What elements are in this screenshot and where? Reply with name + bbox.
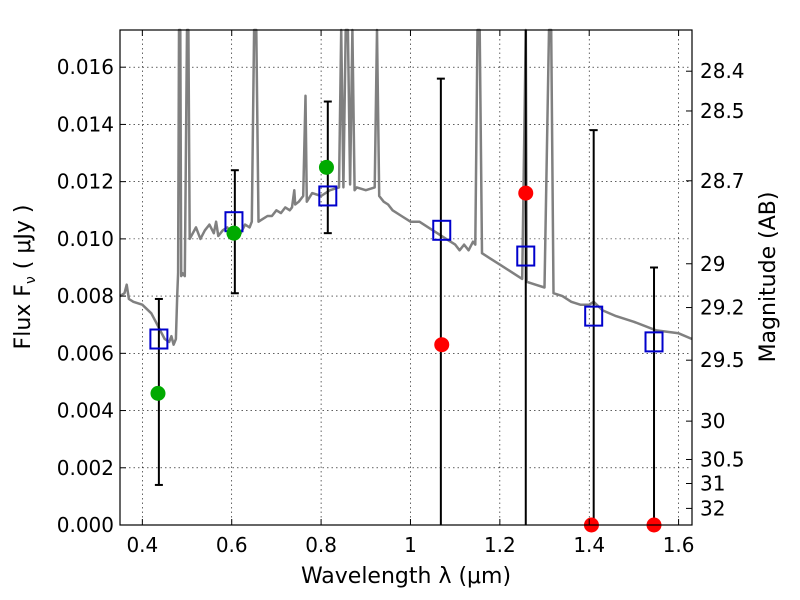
x-tick-label: 0.6: [216, 533, 248, 557]
model-flux-square: [432, 219, 452, 241]
y-tick-label: 0.010: [57, 227, 114, 251]
grid-lines: [120, 30, 692, 526]
y2-tick-label: 28.5: [700, 99, 745, 123]
y-tick-label: 0.012: [57, 170, 114, 194]
y-tick-label: 0.014: [57, 112, 114, 136]
x-tick-label: 0.8: [305, 533, 337, 557]
y2-tick-label: 28.4: [700, 59, 745, 83]
photometry-point: [318, 159, 334, 175]
photometry-point: [518, 185, 534, 201]
y-tick-label: 0.008: [57, 284, 114, 308]
x-tick-label: 0.4: [126, 533, 158, 557]
y-axis-label-sub: ν: [23, 276, 39, 284]
x-tick-label: 1: [404, 533, 417, 557]
y-axis-label-main: Flux F: [11, 284, 36, 349]
y2-tick-label: 30: [700, 409, 725, 433]
photometry-point: [226, 225, 242, 241]
y-tick-label: 0.006: [57, 341, 114, 365]
y-tick-label: 0.016: [57, 55, 114, 79]
y-tick-label: 0.000: [57, 513, 114, 537]
y-axis-label: Flux Fν ( μJy ): [11, 205, 39, 350]
model-flux-square: [318, 185, 338, 207]
axis-ticks: 0.4 0.6 0.8 1 1.2 1.4 1.6 0.000 0.002 0.004 0.006 0…: [57, 30, 745, 557]
model-flux-square: [149, 328, 169, 350]
plot-frame: [119, 29, 693, 526]
y-axis-label-unit: ( μJy ): [11, 205, 36, 277]
y2-tick-label: 31: [700, 472, 725, 496]
y2-tick-label: 32: [700, 496, 725, 520]
y2-tick-label: 29.2: [700, 296, 745, 320]
model-flux-square: [584, 305, 604, 327]
x-axis-label: Wavelength λ (μm): [301, 564, 511, 589]
y2-tick-label: 29: [700, 252, 725, 276]
model-flux-square: [644, 331, 664, 353]
y-tick-label: 0.002: [57, 456, 114, 480]
plot-content: [119, 28, 693, 533]
y-tick-label: 0.004: [57, 399, 114, 423]
y2-tick-label: 30.5: [700, 447, 745, 471]
spectrum-line: [119, 28, 693, 346]
photometry-point: [150, 385, 166, 401]
y2-axis-label: Magnitude (AB): [756, 192, 781, 363]
model-flux-square: [516, 245, 536, 267]
y2-tick-label: 29.5: [700, 348, 745, 372]
x-tick-label: 1.6: [663, 533, 695, 557]
x-tick-label: 1.2: [484, 533, 516, 557]
y2-tick-label: 28.7: [700, 169, 745, 193]
photometry-point: [434, 337, 450, 353]
x-tick-label: 1.4: [573, 533, 605, 557]
